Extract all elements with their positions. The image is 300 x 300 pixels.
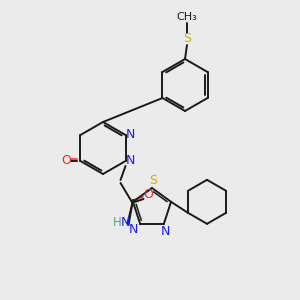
Text: N: N (121, 217, 130, 230)
Text: H: H (113, 217, 122, 230)
Text: N: N (126, 128, 135, 142)
Text: O: O (61, 154, 71, 167)
Text: CH₃: CH₃ (177, 12, 197, 22)
Text: N: N (161, 225, 170, 238)
Text: S: S (149, 175, 157, 188)
Text: S: S (183, 32, 191, 46)
Text: N: N (129, 223, 138, 236)
Text: N: N (126, 154, 135, 167)
Text: O: O (144, 188, 154, 202)
